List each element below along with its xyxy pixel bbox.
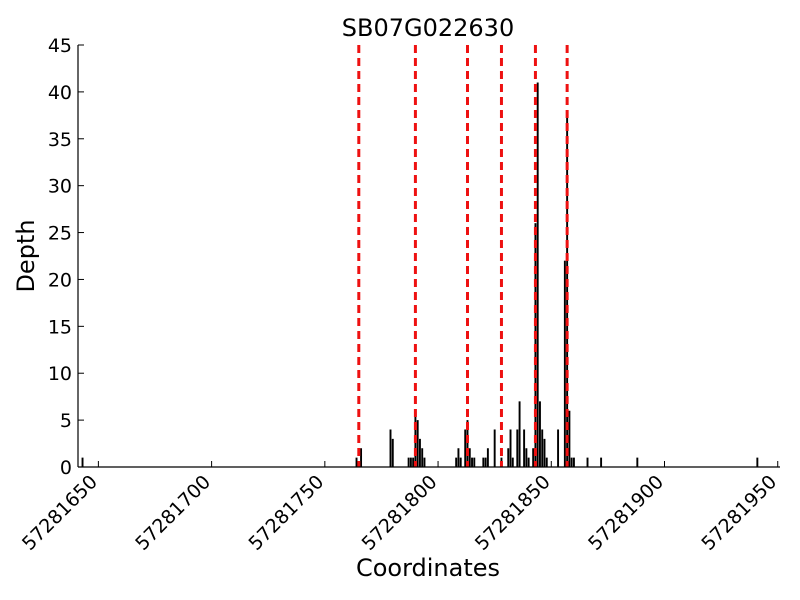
bar <box>600 457 603 467</box>
bar <box>459 457 462 467</box>
y-tick-label: 30 <box>48 176 72 198</box>
x-tick-label: 57281800 <box>358 471 442 555</box>
bar <box>570 457 573 467</box>
bar <box>457 448 460 467</box>
bar <box>756 457 759 467</box>
x-tick-label: 57281650 <box>18 471 102 555</box>
y-tick-label: 40 <box>48 82 72 104</box>
bars-group <box>81 82 759 467</box>
bar <box>516 429 519 467</box>
bar <box>525 448 528 467</box>
bar <box>545 457 548 467</box>
bar <box>568 410 571 467</box>
bar <box>464 429 467 467</box>
x-axis-label: Coordinates <box>356 554 500 582</box>
x-tick-label: 57281700 <box>131 471 215 555</box>
bar <box>391 438 394 467</box>
bar <box>511 457 514 467</box>
x-tick-label: 57281900 <box>584 471 668 555</box>
bar <box>543 438 546 467</box>
y-tick-label: 15 <box>48 316 72 338</box>
bar <box>360 448 363 467</box>
bar <box>636 457 639 467</box>
bar <box>532 448 535 467</box>
y-tick-label: 0 <box>60 457 72 479</box>
bar <box>409 457 412 467</box>
bar <box>423 457 426 467</box>
bar <box>563 260 566 467</box>
bar <box>586 457 589 467</box>
bar <box>81 457 84 467</box>
bar <box>355 457 358 467</box>
bar <box>466 420 469 467</box>
y-tick-label: 35 <box>48 129 72 151</box>
y-axis-label: Depth <box>12 219 40 292</box>
chart-title: SB07G022630 <box>342 14 514 42</box>
x-tick-label: 57281950 <box>697 471 781 555</box>
bar <box>407 457 410 467</box>
bar <box>389 429 392 467</box>
bar <box>518 401 521 467</box>
y-tick-label: 5 <box>60 410 72 432</box>
y-tick-label: 10 <box>48 363 72 385</box>
bar <box>527 457 530 467</box>
bar <box>566 110 569 467</box>
bar <box>541 429 544 467</box>
bar <box>416 420 419 467</box>
bar <box>509 429 512 467</box>
y-tick-label: 25 <box>48 223 72 245</box>
bar <box>418 438 421 467</box>
bar <box>539 401 541 467</box>
bar <box>421 448 424 467</box>
bar <box>507 448 510 467</box>
bar <box>484 457 487 467</box>
bar <box>557 429 560 467</box>
bar <box>523 429 526 467</box>
bar <box>536 82 539 467</box>
x-ticks-group: 57281650 57281700 57281750 57281800 57281850… <box>18 461 781 555</box>
bar <box>493 429 496 467</box>
bar <box>471 457 473 467</box>
y-tick-label: 45 <box>48 35 72 57</box>
bar <box>412 457 415 467</box>
x-tick-label: 57281750 <box>244 471 328 555</box>
bar <box>468 448 471 467</box>
bar <box>473 457 476 467</box>
bar <box>482 457 485 467</box>
x-tick-label: 57281850 <box>471 471 555 555</box>
axes-group <box>77 45 780 468</box>
bar <box>455 457 458 467</box>
y-tick-label: 20 <box>48 269 72 291</box>
y-ticks-group: 0 5 10 15 20 25 30 35 40 45 <box>48 35 84 479</box>
bar <box>486 448 489 467</box>
reference-lines-group <box>357 45 569 467</box>
bar <box>572 457 575 467</box>
